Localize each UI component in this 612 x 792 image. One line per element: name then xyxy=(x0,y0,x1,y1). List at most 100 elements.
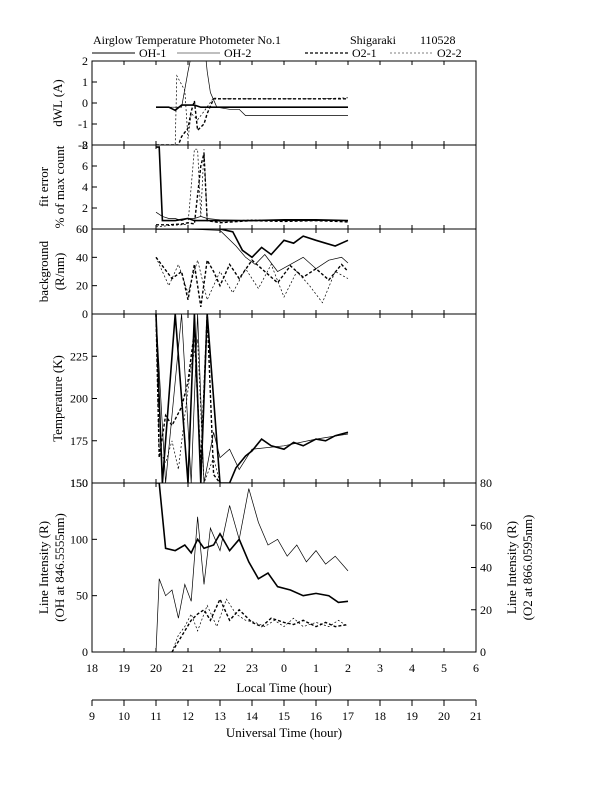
series-line-oh-2-line-intensity xyxy=(155,488,349,652)
figure-title: Airglow Temperature Photometer No.1 xyxy=(93,33,281,47)
y-axis-title-background: background xyxy=(36,240,51,302)
local-time-tick-label: 1 xyxy=(313,661,319,675)
series-line-o2-1-temperature xyxy=(155,314,221,483)
panel-frame-background xyxy=(91,228,477,315)
y-tick-label-background: 60 xyxy=(76,222,88,236)
y-tick-label-line-intensity: 0 xyxy=(82,645,88,659)
y-tick-label-dWL: 2 xyxy=(82,54,88,68)
y-tick-label-temperature: 175 xyxy=(70,434,88,448)
panel-temperature: 150 175 200 225 Temperature (K) xyxy=(50,313,477,490)
y-right-tick-label-line-intensity: 60 xyxy=(480,518,492,532)
universal-time-tick-label: 21 xyxy=(470,709,482,723)
y-tick-label-fit-error: 6 xyxy=(82,159,88,173)
y-tick-label-dWL: 1 xyxy=(82,75,88,89)
series-line-oh-1-line-intensity xyxy=(156,483,349,604)
legend: OH-1 OH-2 O2-1 O2-2 xyxy=(92,46,462,60)
y-tick-label-fit-error: 8 xyxy=(82,138,88,152)
y-tick-label-fit-error: 0 xyxy=(82,222,88,236)
x-axes: Local Time (hour) Universal Time (hour) … xyxy=(86,661,482,740)
universal-time-tick-label: 10 xyxy=(118,709,130,723)
series-line-oh-1-temperature xyxy=(155,314,349,483)
panel-fit-error: 0 2 4 6 8 fit error% of max count xyxy=(36,138,477,236)
local-time-tick-label: 4 xyxy=(409,661,415,675)
local-time-tick-label: 21 xyxy=(182,661,194,675)
y-axis-title-background: (R/nm) xyxy=(52,253,67,291)
chart-panels: -2 -1 0 1 2 dWL (A) 0 2 4 6 8 fit error% of max cou… xyxy=(36,54,535,659)
local-time-tick-label: 22 xyxy=(214,661,226,675)
y-tick-label-line-intensity: 150 xyxy=(70,476,88,490)
figure-header: Airglow Temperature Photometer No.1 Shig… xyxy=(93,33,456,47)
universal-time-tick-label: 16 xyxy=(310,709,322,723)
universal-time-tick-label: 13 xyxy=(214,709,226,723)
series-line-oh-1-dWL xyxy=(156,104,348,112)
legend-label-oh-2: OH-2 xyxy=(224,46,251,60)
y-axis-right-title-line-intensity: (O2 at 866.0595nm) xyxy=(520,515,535,621)
universal-time-tick-label: 11 xyxy=(150,709,162,723)
local-time-tick-label: 6 xyxy=(473,661,479,675)
local-time-tick-label: 5 xyxy=(441,661,447,675)
y-tick-label-fit-error: 4 xyxy=(82,180,88,194)
legend-label-oh-1: OH-1 xyxy=(139,46,166,60)
y-axis-title-temperature: Temperature (K) xyxy=(50,355,65,442)
y-tick-label-temperature: 150 xyxy=(70,476,88,490)
y-tick-label-dWL: -1 xyxy=(78,117,88,131)
local-time-tick-label: 18 xyxy=(86,661,98,675)
date-code: 110528 xyxy=(420,33,456,47)
y-tick-label-background: 40 xyxy=(76,250,88,264)
local-time-axis-title: Local Time (hour) xyxy=(236,680,331,695)
series-line-o2-1-line-intensity xyxy=(171,597,349,652)
universal-time-tick-label: 9 xyxy=(89,709,95,723)
y-axis-title-fit-error: fit error xyxy=(36,166,51,207)
y-tick-label-line-intensity: 100 xyxy=(70,532,88,546)
series-line-o2-2-temperature xyxy=(155,314,221,483)
y-tick-label-temperature: 225 xyxy=(70,349,88,363)
y-tick-label-fit-error: 2 xyxy=(82,201,88,215)
series-line-oh-2-fit-error xyxy=(155,211,348,221)
series-line-oh-1-fit-error xyxy=(156,146,349,222)
panel-frame-fit-error xyxy=(91,144,477,230)
series-line-o2-2-dWL xyxy=(156,74,349,145)
universal-time-tick-label: 15 xyxy=(278,709,290,723)
y-tick-label-temperature: 200 xyxy=(70,392,88,406)
local-time-tick-label: 2 xyxy=(345,661,351,675)
y-right-tick-label-line-intensity: 40 xyxy=(480,561,492,575)
universal-time-axis-title: Universal Time (hour) xyxy=(226,725,342,740)
series-line-o2-2-line-intensity xyxy=(171,598,349,652)
y-tick-label-background: 20 xyxy=(76,279,88,293)
station-name: Shigaraki xyxy=(350,33,397,47)
universal-time-tick-label: 20 xyxy=(438,709,450,723)
series-line-oh-2-temperature xyxy=(155,314,349,483)
y-right-tick-label-line-intensity: 80 xyxy=(480,476,492,490)
panel-background: 0 20 40 60 background (R/nm) xyxy=(36,222,477,321)
panel-frame-temperature xyxy=(91,313,477,484)
y-tick-label-dWL: 0 xyxy=(82,96,88,110)
legend-label-o2-2: O2-2 xyxy=(437,46,462,60)
y-axis-title-line-intensity: Line Intensity (R) xyxy=(36,521,51,614)
universal-time-tick-label: 18 xyxy=(374,709,386,723)
series-line-o2-2-background xyxy=(155,257,349,304)
universal-time-tick-label: 12 xyxy=(182,709,194,723)
universal-time-tick-label: 17 xyxy=(342,709,354,723)
panel-frame-dWL xyxy=(91,60,477,146)
y-axis-title-line-intensity: (OH at 846.5555nm) xyxy=(52,513,67,622)
series-line-o2-1-dWL xyxy=(156,98,348,145)
y-axis-title-fit-error: % of max count xyxy=(52,145,67,228)
local-time-tick-label: 3 xyxy=(377,661,383,675)
panel-dWL: -2 -1 0 1 2 dWL (A) xyxy=(50,54,477,152)
series-line-oh-2-background xyxy=(156,229,349,272)
legend-label-o2-1: O2-1 xyxy=(352,46,377,60)
series-line-o2-1-background xyxy=(155,256,349,308)
y-axis-right-title-line-intensity: Line Intensity (R) xyxy=(504,521,519,614)
series-line-oh-1-background xyxy=(156,229,349,259)
y-axis-title-dWL: dWL (A) xyxy=(50,79,65,127)
series-line-oh-2-dWL xyxy=(156,61,348,116)
y-right-tick-label-line-intensity: 0 xyxy=(480,645,486,659)
local-time-tick-label: 23 xyxy=(246,661,258,675)
universal-time-tick-label: 14 xyxy=(246,709,258,723)
y-tick-label-dWL: -2 xyxy=(78,138,88,152)
local-time-tick-label: 20 xyxy=(150,661,162,675)
series-line-o2-2-fit-error xyxy=(155,148,348,228)
local-time-tick-label: 0 xyxy=(281,661,287,675)
